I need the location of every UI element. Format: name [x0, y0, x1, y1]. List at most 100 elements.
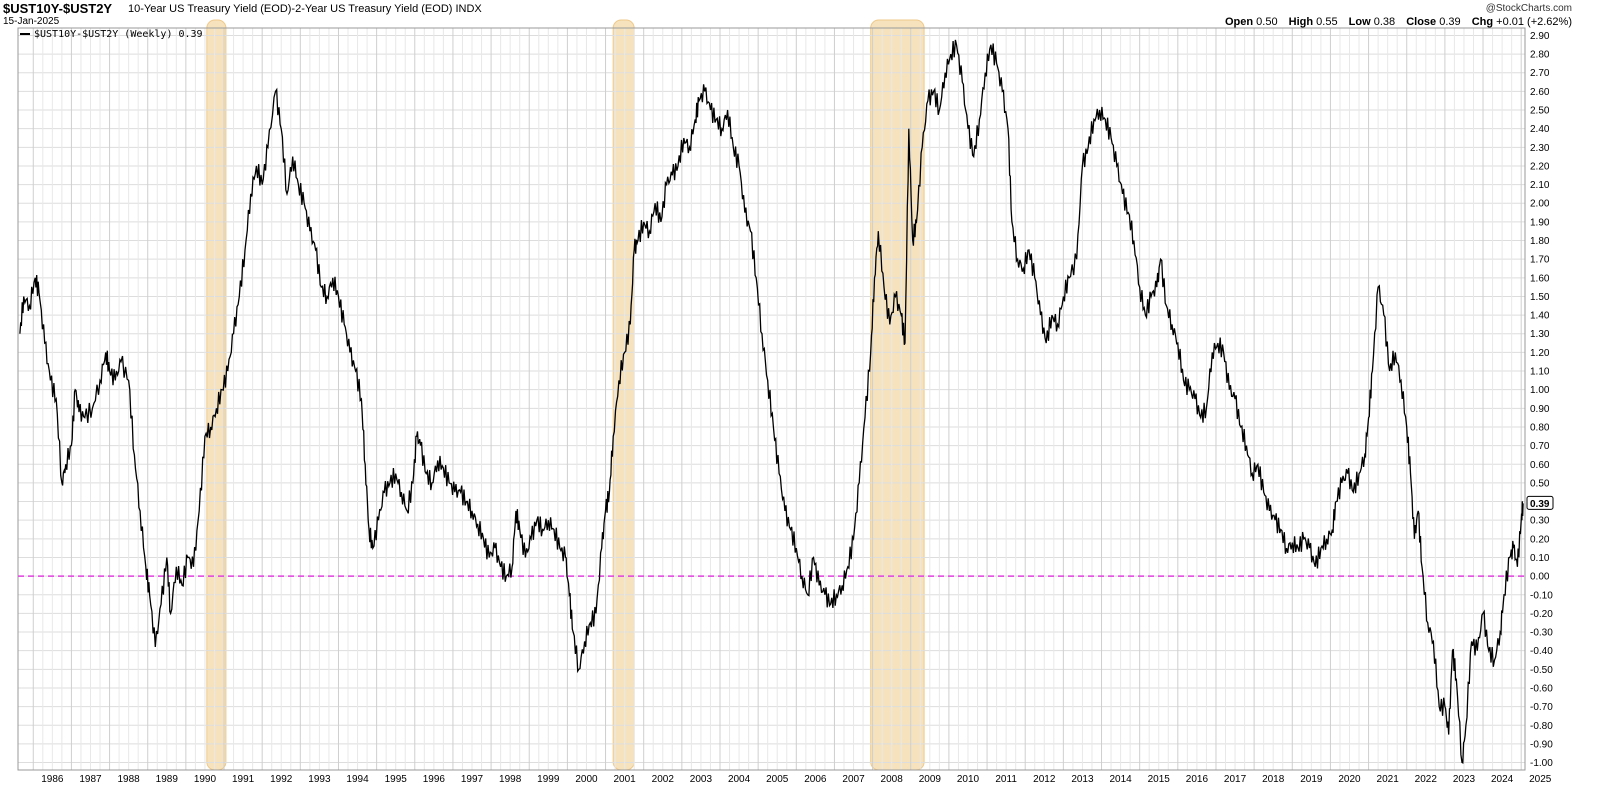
y-tick-label: 0.30: [1530, 516, 1550, 527]
x-tick-label: 2001: [613, 774, 636, 785]
credit-text: @StockCharts.com: [1485, 3, 1572, 14]
x-tick-label: 2025: [1529, 774, 1552, 785]
y-tick-label: 1.20: [1530, 348, 1550, 359]
chg-label: Chg: [1471, 16, 1494, 28]
x-tick-label: 2022: [1415, 774, 1438, 785]
x-axis-labels: 1986 1987 1988 1989 1990 1991 1992 1993 1994 1995…: [41, 774, 1552, 785]
y-tick-label: 2.00: [1530, 199, 1550, 210]
y-tick-label: 0.70: [1530, 441, 1550, 452]
y-tick-label: -0.80: [1530, 721, 1553, 732]
x-tick-label: 2013: [1071, 774, 1094, 785]
y-axis-labels: 2.90 2.80 2.70 2.60 2.50 2.40 2.30 2.20 2.10 2.00…: [1530, 31, 1553, 769]
x-tick-label: 2018: [1262, 774, 1285, 785]
x-tick-label: 1990: [194, 774, 217, 785]
x-tick-label: 2009: [919, 774, 942, 785]
x-tick-label: 2008: [881, 774, 904, 785]
x-tick-label: 1996: [423, 774, 446, 785]
x-tick-label: 1988: [118, 774, 141, 785]
chart-grid: [18, 28, 1525, 770]
y-tick-label: 2.50: [1530, 106, 1550, 117]
y-tick-label: 0.00: [1530, 572, 1550, 583]
recession-band-2: [612, 19, 635, 771]
x-tick-label: 2020: [1338, 774, 1361, 785]
x-tick-label: 1994: [346, 774, 369, 785]
x-tick-label: 2007: [842, 774, 865, 785]
y-tick-label: 1.90: [1530, 217, 1550, 228]
y-tick-label: 2.90: [1530, 31, 1550, 42]
x-tick-label: 2003: [690, 774, 713, 785]
y-tick-label: 2.20: [1530, 161, 1550, 172]
y-tick-label: 0.80: [1530, 422, 1550, 433]
y-tick-label: 2.60: [1530, 87, 1550, 98]
symbol-description: 10-Year US Treasury Yield (EOD)-2-Year U…: [128, 3, 482, 15]
y-tick-label: -0.60: [1530, 683, 1553, 694]
y-tick-label: -0.70: [1530, 702, 1553, 713]
x-tick-label: 2012: [1033, 774, 1056, 785]
y-tick-label: 0.90: [1530, 404, 1550, 415]
recession-band-1: [206, 19, 227, 771]
last-value-tag: 0.39: [1526, 495, 1554, 510]
y-tick-label: 1.60: [1530, 273, 1550, 284]
chart-date: 15-Jan-2025: [3, 16, 60, 27]
x-tick-label: 2017: [1224, 774, 1247, 785]
x-tick-label: 2023: [1453, 774, 1476, 785]
x-tick-label: 1992: [270, 774, 293, 785]
x-tick-label: 2005: [766, 774, 789, 785]
x-tick-label: 2015: [1148, 774, 1171, 785]
x-tick-label: 2006: [804, 774, 827, 785]
y-tick-label: -1.00: [1530, 758, 1553, 769]
y-tick-label: -0.30: [1530, 628, 1553, 639]
close-value: 0.39: [1439, 16, 1461, 28]
y-tick-label: 2.10: [1530, 180, 1550, 191]
legend-swatch: [20, 33, 30, 35]
y-tick-label: -0.90: [1530, 739, 1553, 750]
x-tick-label: 1999: [537, 774, 560, 785]
recession-band-3: [870, 19, 925, 771]
high-label: High: [1288, 16, 1314, 28]
x-tick-label: 1997: [461, 774, 484, 785]
y-tick-label: 1.40: [1530, 311, 1550, 322]
y-tick-label: -0.10: [1530, 590, 1553, 601]
last-value-box: [1526, 495, 1554, 510]
x-tick-label: 1989: [156, 774, 179, 785]
y-tick-label: -0.40: [1530, 646, 1553, 657]
y-tick-label: 0.60: [1530, 460, 1550, 471]
x-tick-label: 2016: [1186, 774, 1209, 785]
series-legend: $UST10Y-$UST2Y (Weekly) 0.39: [20, 29, 203, 40]
x-tick-label: 1987: [79, 774, 102, 785]
y-tick-label: 1.50: [1530, 292, 1550, 303]
recession-bands: [206, 19, 925, 771]
x-tick-label: 2002: [652, 774, 675, 785]
x-tick-label: 2014: [1109, 774, 1132, 785]
symbol-title: $UST10Y-$UST2Y: [3, 1, 113, 16]
series-line[interactable]: [19, 39, 1524, 764]
x-tick-label: 1995: [385, 774, 408, 785]
low-label: Low: [1348, 16, 1371, 28]
y-tick-label: -0.50: [1530, 665, 1553, 676]
x-tick-label: 2000: [575, 774, 598, 785]
y-tick-label: 0.20: [1530, 534, 1550, 545]
x-tick-label: 1998: [499, 774, 522, 785]
description-text: 10-Year US Treasury Yield (EOD)-2-Year U…: [128, 3, 453, 15]
y-tick-label: 2.70: [1530, 68, 1550, 79]
y-tick-label: -0.20: [1530, 609, 1553, 620]
x-tick-label: 2024: [1491, 774, 1514, 785]
y-tick-label: 2.30: [1530, 143, 1550, 154]
y-tick-label: 0.10: [1530, 553, 1550, 564]
x-tick-label: 2021: [1377, 774, 1400, 785]
chart-header: $UST10Y-$UST2Y 10-Year US Treasury Yield…: [0, 0, 1600, 30]
y-tick-label: 1.70: [1530, 255, 1550, 266]
y-tick-label: 2.40: [1530, 124, 1550, 135]
x-tick-label: 1991: [232, 774, 255, 785]
y-tick-label: 0.50: [1530, 478, 1550, 489]
y-tick-label: 2.80: [1530, 50, 1550, 61]
x-tick-label: 2004: [728, 774, 751, 785]
y-tick-label: 1.30: [1530, 329, 1550, 340]
y-tick-label: 1.00: [1530, 385, 1550, 396]
y-tick-label: 1.10: [1530, 367, 1550, 378]
x-tick-label: 2010: [957, 774, 980, 785]
ohlc-readout: Open 0.50 High 0.55 Low 0.38 Close 0.39 …: [1225, 16, 1572, 28]
last-value-label: 0.39: [1530, 499, 1550, 510]
close-label: Close: [1406, 16, 1437, 28]
